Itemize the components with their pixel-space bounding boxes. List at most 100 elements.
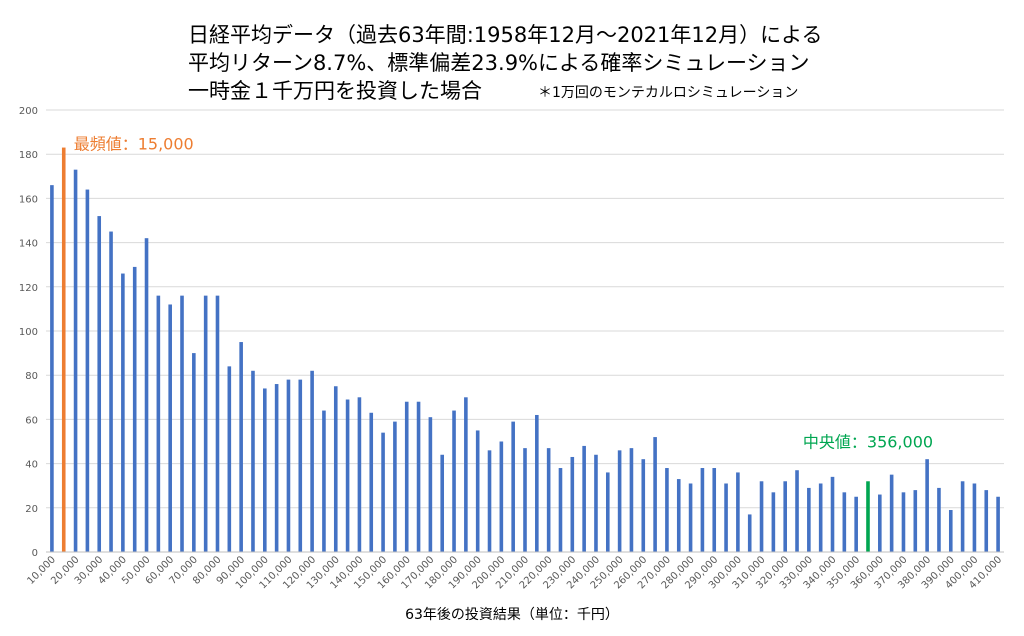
bar xyxy=(333,386,338,552)
bar xyxy=(475,430,480,552)
bar xyxy=(795,470,799,552)
title-line-1: 日経平均データ（過去63年間:1958年12月～2021年12月）による xyxy=(188,23,823,47)
bar xyxy=(913,490,918,552)
bar xyxy=(925,459,929,552)
bar xyxy=(807,487,811,552)
bar xyxy=(73,169,78,553)
y-tick-label: 60 xyxy=(25,415,38,426)
bar xyxy=(452,410,456,552)
bar xyxy=(180,295,184,552)
bar xyxy=(298,379,303,552)
bar xyxy=(901,492,906,552)
bar xyxy=(617,450,622,552)
highlight-bar xyxy=(866,481,870,552)
bar xyxy=(830,476,835,552)
bar xyxy=(676,479,681,552)
bar xyxy=(948,510,953,552)
bar xyxy=(747,514,752,552)
bar xyxy=(665,468,669,552)
bar xyxy=(724,483,728,552)
bar xyxy=(227,366,232,552)
bar xyxy=(109,231,113,553)
bar xyxy=(818,483,823,552)
bar xyxy=(132,266,137,552)
bar xyxy=(464,397,468,552)
bar xyxy=(605,472,610,552)
bar xyxy=(310,370,314,552)
bar xyxy=(97,216,102,552)
bar xyxy=(499,441,504,552)
bar xyxy=(322,410,326,552)
highlight-annotation: 最頻値：15,000 xyxy=(74,135,194,154)
bar xyxy=(759,481,764,552)
bar xyxy=(393,421,397,552)
bar xyxy=(345,399,350,552)
bar xyxy=(416,401,421,552)
bar xyxy=(771,492,776,552)
bar xyxy=(381,432,385,552)
x-axis-label: 63年後の投資結果（単位：千円） xyxy=(405,607,619,623)
bar xyxy=(889,474,894,552)
title-line-3: 一時金１千万円を投資した場合 xyxy=(188,79,482,103)
bar xyxy=(629,448,634,552)
y-tick-label: 80 xyxy=(25,371,38,382)
bar xyxy=(156,295,161,552)
y-tick-label: 40 xyxy=(25,460,38,471)
bar xyxy=(937,487,941,552)
bar xyxy=(192,353,196,552)
bar xyxy=(984,490,989,552)
bar xyxy=(546,448,551,552)
x-axis-ticks: 10,00020,00030,00040,00050,00060,00070,0… xyxy=(26,554,1005,591)
bar xyxy=(215,295,220,552)
bar xyxy=(251,370,255,552)
bar xyxy=(996,496,1000,552)
bar xyxy=(842,492,847,552)
bar xyxy=(85,189,90,552)
bar xyxy=(428,417,433,552)
bar xyxy=(203,295,208,552)
bar xyxy=(700,468,705,552)
y-tick-label: 140 xyxy=(19,239,38,250)
bar xyxy=(854,496,858,552)
bar xyxy=(641,459,646,552)
bar xyxy=(960,481,965,552)
bar xyxy=(121,273,125,552)
bar xyxy=(168,304,172,552)
bar xyxy=(594,454,598,552)
bar xyxy=(878,494,882,552)
annotations: 最頻値：15,000 中央値：356,000 xyxy=(74,135,933,452)
bar xyxy=(523,448,527,552)
bar xyxy=(357,397,362,552)
bar xyxy=(558,468,563,552)
y-tick-label: 100 xyxy=(19,327,38,338)
highlight-annotation: 中央値：356,000 xyxy=(803,432,933,451)
bars xyxy=(50,147,1000,553)
bar xyxy=(487,450,492,552)
bar xyxy=(144,238,149,552)
y-tick-label: 200 xyxy=(19,106,38,117)
highlight-bar xyxy=(61,147,66,552)
bar xyxy=(783,481,787,552)
y-tick-label: 160 xyxy=(19,194,38,205)
bar xyxy=(535,414,539,552)
bar xyxy=(972,483,977,552)
bar xyxy=(239,342,243,552)
bar xyxy=(440,454,445,552)
bar xyxy=(369,412,374,552)
bar xyxy=(688,483,693,552)
bar xyxy=(511,421,515,552)
bar xyxy=(736,472,740,552)
bar xyxy=(263,388,267,552)
bar xyxy=(653,437,657,552)
bar xyxy=(404,401,409,552)
title-line-2: 平均リターン8.7%、標準偏差23.9%による確率シミュレーション xyxy=(188,51,810,75)
y-tick-label: 120 xyxy=(19,283,38,294)
y-tick-label: 20 xyxy=(25,504,38,515)
simulation-note: ＊1万回のモンテカルロシミュレーション xyxy=(538,85,799,101)
bar xyxy=(582,445,586,552)
y-axis-ticks: 0 20 40 60 80 100 120 140 160 180 200 xyxy=(19,106,38,559)
bar xyxy=(570,456,575,552)
bar xyxy=(286,379,291,552)
bar xyxy=(274,384,279,552)
